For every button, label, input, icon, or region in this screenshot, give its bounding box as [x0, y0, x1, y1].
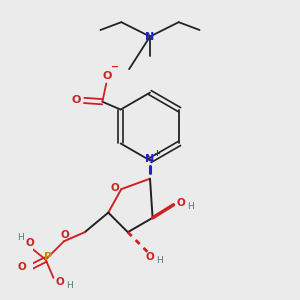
- Text: O: O: [26, 238, 34, 248]
- Text: +: +: [153, 149, 160, 158]
- Text: −: −: [111, 61, 119, 71]
- Text: H: H: [156, 256, 163, 266]
- Text: H: H: [66, 281, 73, 290]
- Text: N: N: [146, 154, 154, 164]
- Text: P: P: [44, 252, 52, 262]
- Text: O: O: [56, 277, 64, 287]
- Text: H: H: [187, 202, 194, 211]
- Text: O: O: [18, 262, 26, 272]
- Text: O: O: [61, 230, 70, 240]
- Text: O: O: [110, 183, 119, 193]
- Text: O: O: [103, 71, 112, 81]
- Text: O: O: [72, 95, 81, 105]
- Text: N: N: [146, 32, 154, 41]
- Text: H: H: [17, 233, 24, 242]
- Text: O: O: [177, 199, 186, 208]
- Text: O: O: [146, 252, 154, 262]
